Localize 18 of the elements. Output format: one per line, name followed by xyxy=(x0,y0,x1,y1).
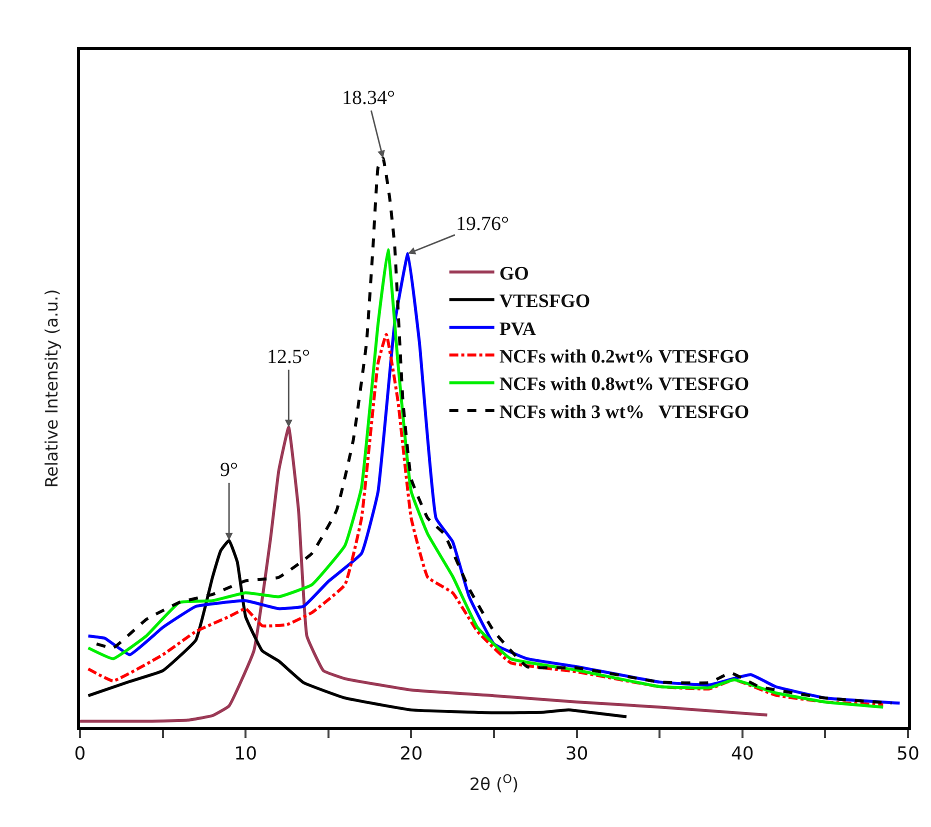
legend-label: VTESFGO xyxy=(499,291,590,312)
annotation: 12.5° xyxy=(267,346,310,368)
annotation: 19.76° xyxy=(456,213,509,235)
x-tick-label: 10 xyxy=(234,744,258,765)
legend-label: PVA xyxy=(499,318,536,340)
legend-label: NCFs with 0.2wt% VTESFGO xyxy=(499,346,750,368)
x-tick-label: 30 xyxy=(565,744,588,765)
x-tick-label: 20 xyxy=(400,744,423,765)
annotation: 9° xyxy=(220,459,238,481)
legend-label: GO xyxy=(499,263,529,284)
annotation: 18.34° xyxy=(342,87,395,109)
x-tick-label: 40 xyxy=(730,744,754,765)
x-tick-label: 0 xyxy=(74,744,86,765)
x-axis-title: 2θ ($^{O}$) xyxy=(469,772,519,795)
y-axis-title: Relative Intensity (a.u.) xyxy=(42,289,63,488)
legend-label: NCFs with 0.8wt% VTESFGO xyxy=(499,374,750,396)
legend-label: NCFs with 3 wt% VTESFGO xyxy=(499,402,750,423)
x-tick-label: 50 xyxy=(896,744,920,765)
